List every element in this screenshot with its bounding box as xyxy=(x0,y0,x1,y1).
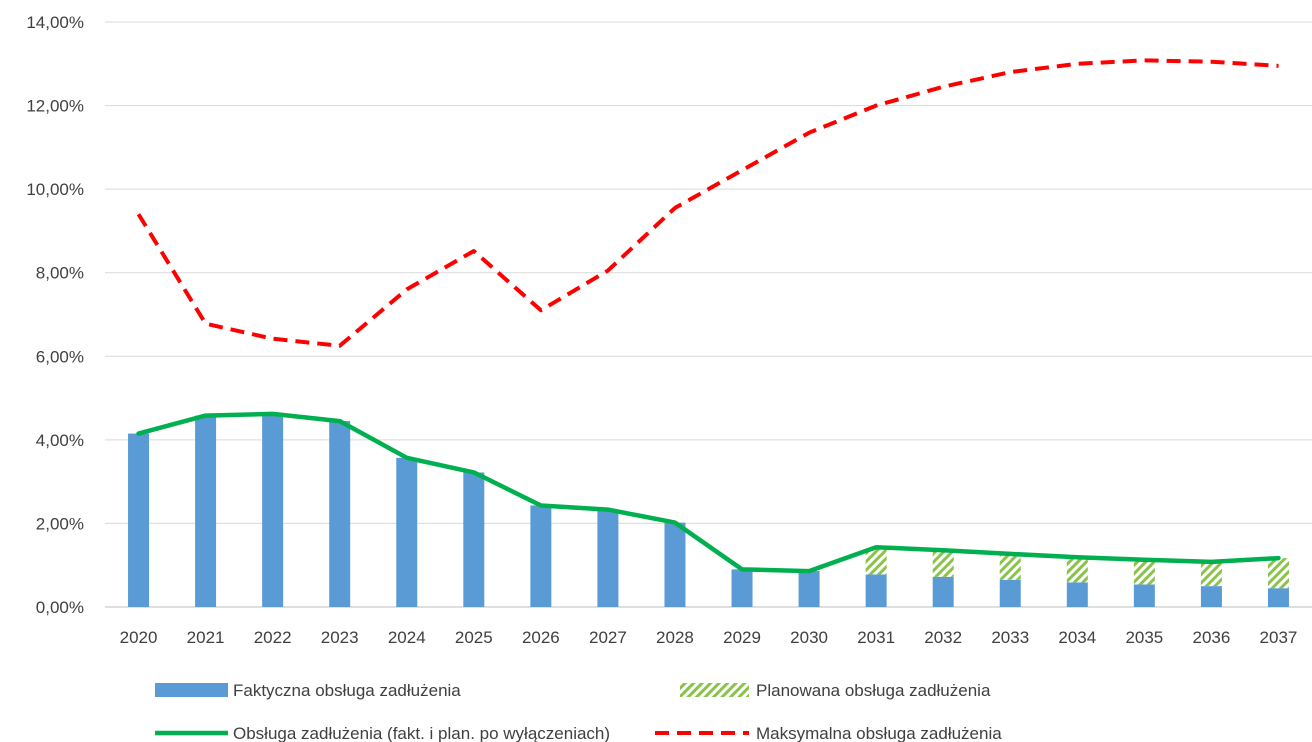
x-tick-label: 2023 xyxy=(321,628,359,647)
x-tick-label: 2025 xyxy=(455,628,493,647)
x-tick-label: 2021 xyxy=(187,628,225,647)
y-tick-label: 12,00% xyxy=(26,97,84,116)
y-tick-label: 8,00% xyxy=(36,264,84,283)
x-tick-label: 2027 xyxy=(589,628,627,647)
line-debt-service xyxy=(136,411,1281,574)
bar-planned xyxy=(1200,561,1222,587)
legend-swatch xyxy=(680,683,749,697)
legend: Faktyczna obsługa zadłużenia Planowana ob… xyxy=(155,681,1002,742)
bar-actual xyxy=(1133,584,1155,607)
bar-actual xyxy=(865,574,887,607)
lines xyxy=(136,58,1281,574)
x-tick-label: 2028 xyxy=(656,628,694,647)
bar-actual xyxy=(731,569,753,607)
legend-item: Faktyczna obsługa zadłużenia xyxy=(155,681,461,700)
legend-label: Faktyczna obsługa zadłużenia xyxy=(233,681,461,700)
bar-planned xyxy=(932,550,954,577)
y-tick-label: 2,00% xyxy=(36,514,84,533)
bar-actual xyxy=(1066,582,1088,607)
y-tick-label: 14,00% xyxy=(26,13,84,32)
x-tick-label: 2034 xyxy=(1058,628,1096,647)
bar-actual xyxy=(664,522,686,607)
bar-planned xyxy=(1267,558,1289,589)
bar-planned xyxy=(1066,557,1088,583)
grid xyxy=(105,21,1312,608)
x-tick-label: 2029 xyxy=(723,628,761,647)
y-tick-label: 10,00% xyxy=(26,180,84,199)
bar-actual xyxy=(262,413,284,607)
bar-actual xyxy=(1267,588,1289,607)
bar-planned xyxy=(865,547,887,575)
bar-actual xyxy=(798,571,820,607)
legend-label: Maksymalna obsługa zadłużenia xyxy=(756,724,1002,742)
x-axis: 2020 2021 2022 2023 2024 2025 2026 2027 2028 2029… xyxy=(120,628,1298,647)
legend-item: Obsługa zadłużenia (fakt. i plan. po wył… xyxy=(155,724,610,742)
bar-actual xyxy=(1200,586,1222,607)
legend-label: Obsługa zadłużenia (fakt. i plan. po wył… xyxy=(233,724,610,742)
y-tick-label: 4,00% xyxy=(36,431,84,450)
bar-actual xyxy=(530,505,552,607)
bar-actual xyxy=(463,472,485,607)
x-tick-label: 2033 xyxy=(991,628,1029,647)
y-tick-label: 6,00% xyxy=(36,347,84,366)
bar-actual xyxy=(999,579,1021,607)
bar-planned xyxy=(999,553,1021,580)
x-tick-label: 2035 xyxy=(1125,628,1163,647)
legend-item: Planowana obsługa zadłużenia xyxy=(680,681,991,700)
legend-label: Planowana obsługa zadłużenia xyxy=(756,681,991,700)
x-tick-label: 2022 xyxy=(254,628,292,647)
x-tick-label: 2036 xyxy=(1193,628,1231,647)
x-tick-label: 2032 xyxy=(924,628,962,647)
bar-actual xyxy=(597,509,619,607)
x-tick-label: 2037 xyxy=(1260,628,1298,647)
bar-actual xyxy=(195,415,217,607)
bar-actual xyxy=(128,433,150,607)
bar-planned xyxy=(1133,559,1155,585)
bars xyxy=(128,413,1289,607)
bar-actual xyxy=(329,421,351,607)
y-axis: 0,00% 2,00% 4,00% 6,00% 8,00% 10,00% 12,00% 14,… xyxy=(26,13,84,617)
x-tick-label: 2020 xyxy=(120,628,158,647)
legend-swatch xyxy=(155,683,228,697)
bar-actual xyxy=(932,576,954,607)
x-tick-label: 2026 xyxy=(522,628,560,647)
line-max-debt-service xyxy=(136,58,1279,348)
x-tick-label: 2024 xyxy=(388,628,426,647)
x-tick-label: 2030 xyxy=(790,628,828,647)
y-tick-label: 0,00% xyxy=(36,598,84,617)
bar-actual xyxy=(396,457,418,607)
legend-item: Maksymalna obsługa zadłużenia xyxy=(655,724,1002,742)
x-tick-label: 2031 xyxy=(857,628,895,647)
